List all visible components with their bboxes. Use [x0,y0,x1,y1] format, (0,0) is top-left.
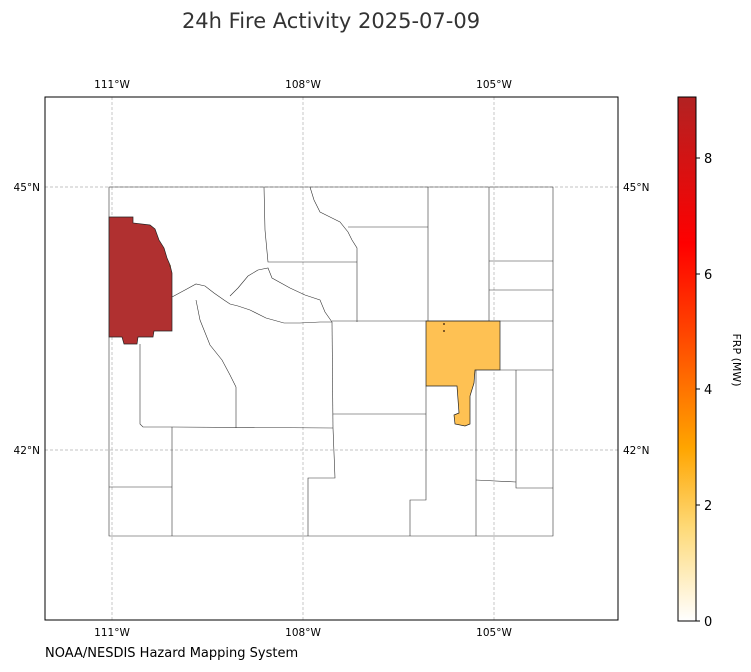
map-title: 24h Fire Activity 2025-07-09 [182,9,480,33]
colorbar-tick-label: 8 [704,152,712,167]
map-frame [44,96,619,621]
data-source-credit: NOAA/NESDIS Hazard Mapping System [45,646,299,661]
county-line [307,427,336,536]
lat-label-right: 45°N [623,182,649,194]
colorbar-tick-label: 4 [704,383,712,398]
county-boundaries [108,186,554,537]
lon-label-bottom: 111°W [94,627,130,639]
county-line [229,267,333,323]
lon-label-top: 111°W [94,79,130,91]
county-line [331,321,334,429]
park-county-fire-area [108,216,173,345]
county-line [195,299,237,388]
state-outline [108,186,554,537]
fire-hotspots [169,265,445,332]
colorbar-tick-label: 0 [704,615,712,630]
converse-county-fire-area [425,320,501,427]
colorbar-tick-label: 2 [704,499,712,514]
lon-label-top: 105°W [476,79,512,91]
county-line [475,479,517,483]
county-line [309,186,358,322]
fire-hotspot [443,330,445,332]
lat-label-right: 42°N [623,445,649,457]
county-line [171,426,334,429]
fire-counties [108,216,501,427]
colorbar-tick-label: 6 [704,268,712,283]
colorbar-ticks [696,157,700,622]
lon-label-bottom: 108°W [285,627,321,639]
county-line [171,283,332,324]
map-background [45,97,618,620]
lat-label-left: 42°N [14,445,40,457]
county-line [139,344,172,428]
county-line [409,414,427,536]
fire-hotspot [169,265,171,267]
county-line [515,370,553,489]
colorbar [677,96,697,622]
county-line [263,186,357,263]
fire-hotspot [443,323,445,325]
lat-label-left: 45°N [14,182,40,194]
lon-label-bottom: 105°W [476,627,512,639]
colorbar-label: FRP (MW) [730,333,743,386]
lon-label-top: 108°W [285,79,321,91]
